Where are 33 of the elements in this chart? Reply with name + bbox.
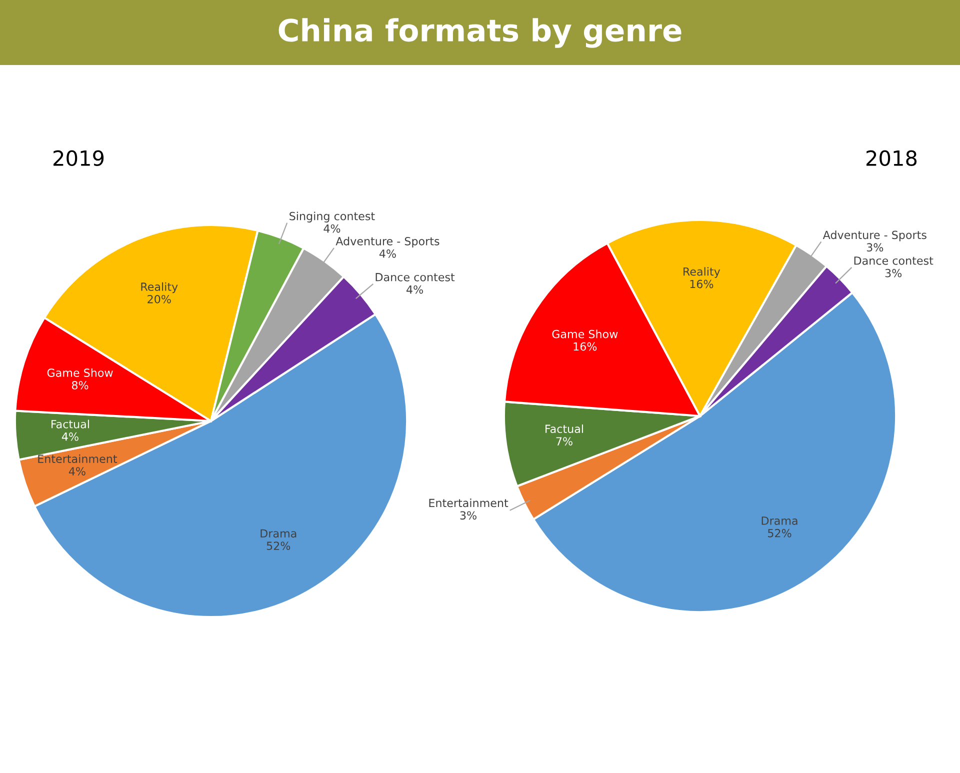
- slice-label: Drama: [762, 516, 798, 525]
- chart-subtitle: 2019: [54, 150, 104, 166]
- data-label: 52%: [768, 528, 792, 538]
- slice-label: Dance contest: [376, 273, 455, 282]
- data-label: 52%: [266, 542, 290, 550]
- data-label: 4%: [62, 432, 78, 441]
- slice-label: Entertainment: [429, 498, 508, 508]
- slice-label: Factual: [52, 420, 89, 428]
- data-label: 20%: [148, 294, 171, 304]
- slice-label: Drama: [260, 529, 296, 538]
- slice-label: Game Show: [47, 368, 113, 377]
- chart-title: China formats by genre: [278, 18, 682, 48]
- slice-label: Singing contest: [290, 212, 375, 222]
- data-label: 8%: [72, 380, 88, 390]
- slice-label: Reality: [141, 282, 178, 294]
- data-label: 4%: [324, 224, 340, 233]
- data-label: 16%: [690, 280, 714, 288]
- data-label: 7%: [556, 437, 572, 446]
- data-label: 3%: [460, 511, 476, 520]
- chart-subtitle: 2018: [866, 150, 917, 166]
- slice-label: Dance contest: [854, 256, 934, 265]
- data-label: 3%: [866, 243, 884, 252]
- slice-label: Adventure - Sports: [822, 230, 926, 242]
- slice-label: Adventure - Sports: [336, 236, 440, 248]
- data-label: 4%: [406, 285, 423, 294]
- data-label: 3%: [885, 268, 902, 278]
- slice-label: Factual: [546, 424, 583, 434]
- slice-label: Entertainment: [38, 454, 118, 464]
- data-label: 4%: [68, 467, 86, 476]
- data-label: 16%: [574, 342, 597, 351]
- slice-label: Reality: [684, 267, 720, 278]
- slice-label: Game Show: [552, 330, 618, 338]
- data-label: 4%: [379, 249, 396, 258]
